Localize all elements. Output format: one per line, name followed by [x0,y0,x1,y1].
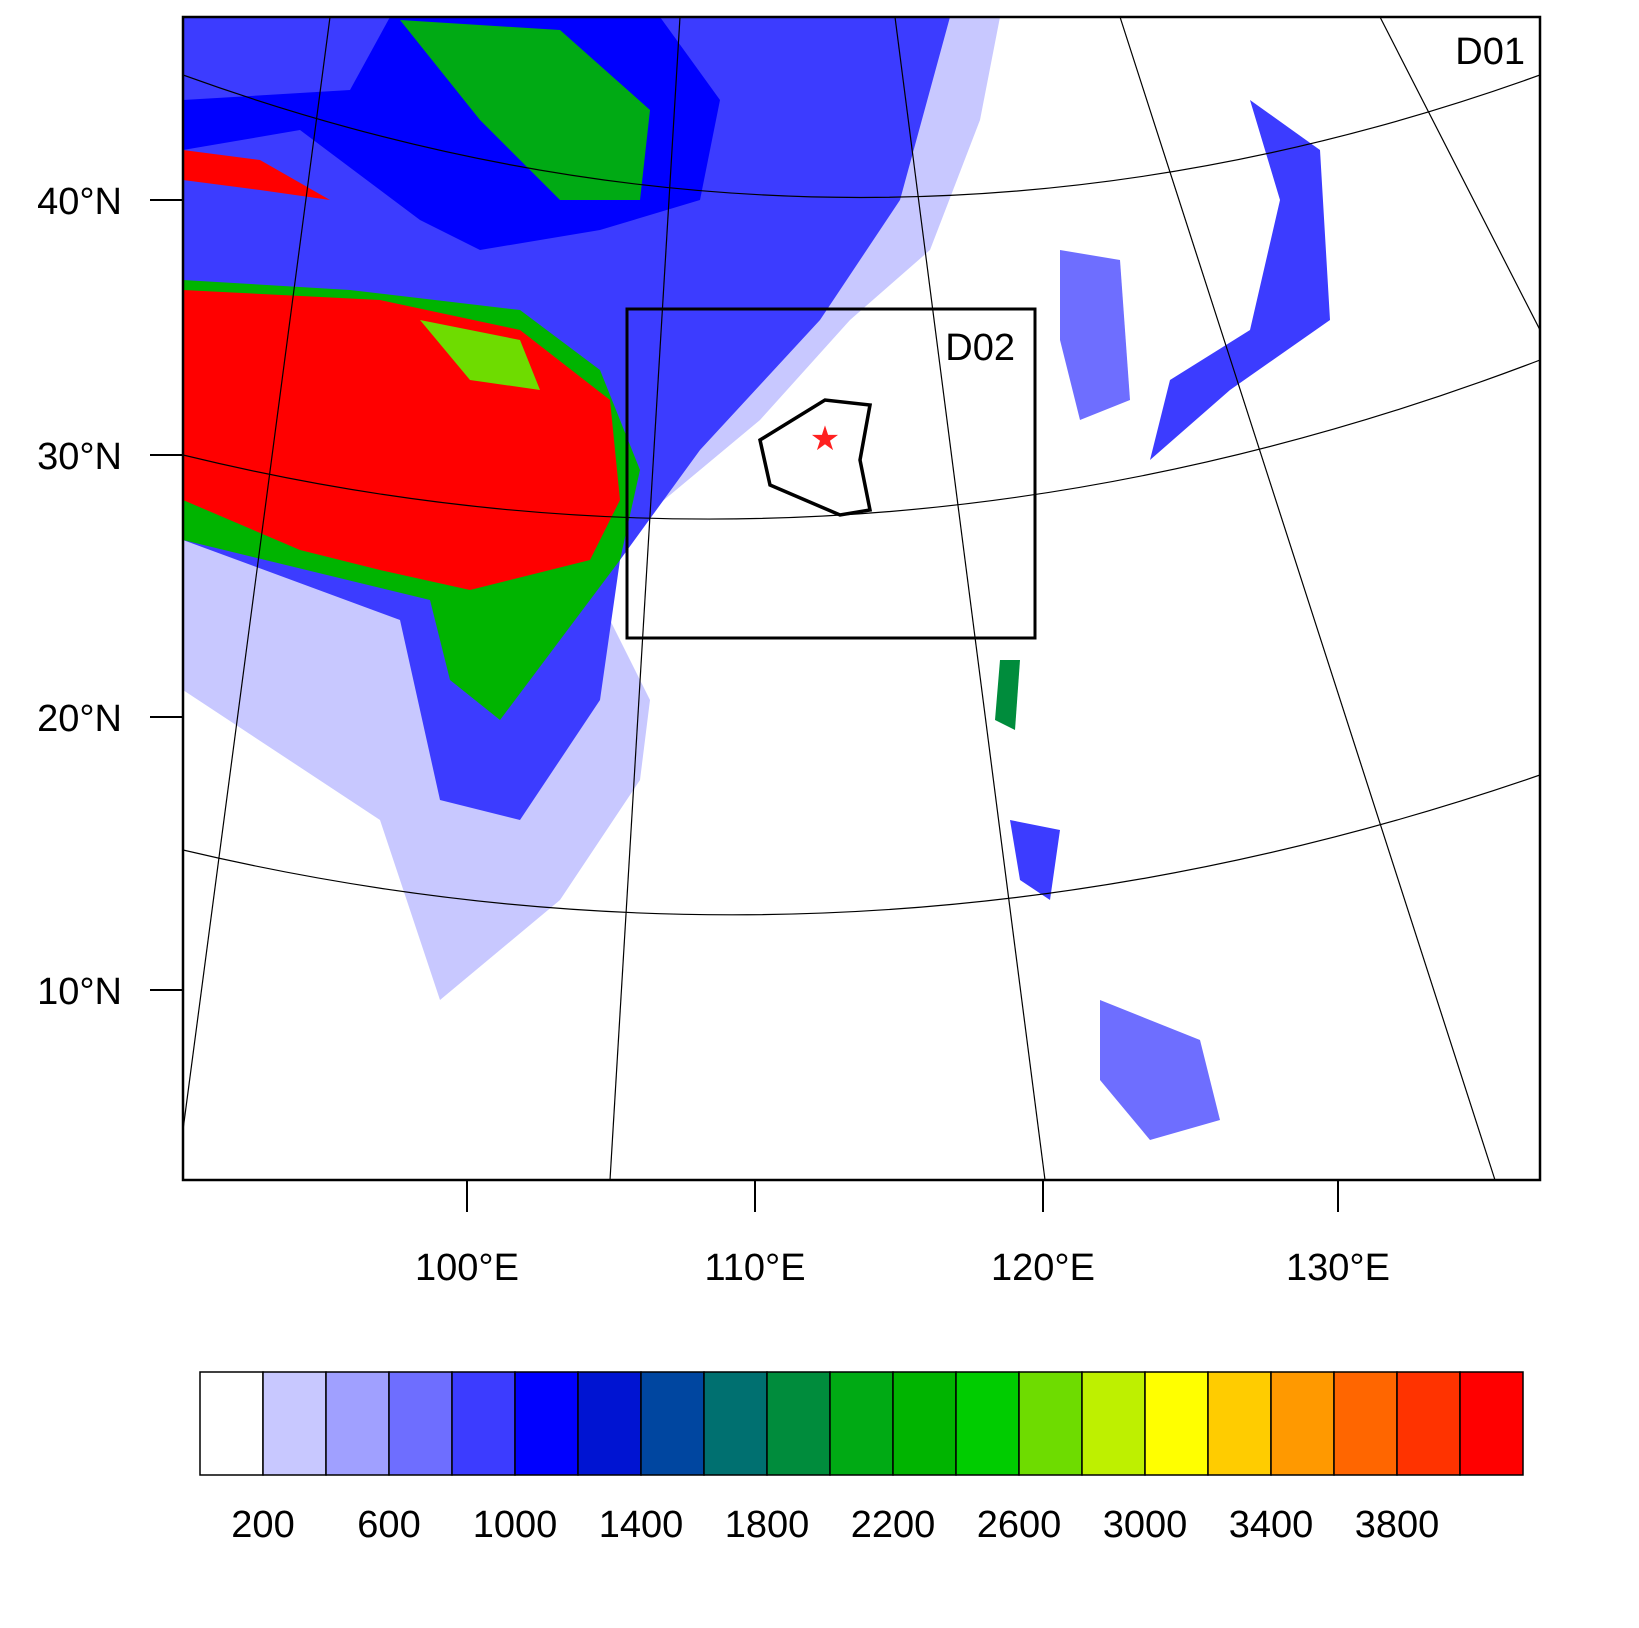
outer-domain-label: D01 [1455,31,1525,73]
site-star: ★ [810,420,840,458]
colorbar-label: 2600 [977,1504,1062,1546]
lon-label: 100°E [415,1247,519,1289]
colorbar-box [514,1371,579,1476]
inner-domain-box [625,307,1037,640]
terrain: ★ [183,17,1540,1180]
lon-label: 130°E [1286,1247,1390,1289]
colorbar-box [766,1371,831,1476]
colorbar-label: 600 [357,1504,420,1546]
colorbar-box [1144,1371,1209,1476]
inner-domain-label: D02 [945,327,1015,369]
lat-label: 40°N [37,181,122,223]
colorbar-label: 200 [231,1504,294,1546]
colorbar-box [829,1371,894,1476]
colorbar-box [892,1371,957,1476]
colorbar-label: 3400 [1229,1504,1314,1546]
colorbar-box [262,1371,327,1476]
colorbar-box [1396,1371,1461,1476]
colorbar-box [1207,1371,1272,1476]
colorbar-box [640,1371,705,1476]
graticule [183,17,1540,1180]
lon-label: 120°E [991,1247,1095,1289]
colorbar-box [325,1371,390,1476]
colorbar: 200 600 1000 1400 1800 2200 2600 3000 3400 3800 [199,1371,1524,1546]
colorbar-label: 1800 [725,1504,810,1546]
colorbar-label: 3000 [1103,1504,1188,1546]
colorbar-label: 1000 [473,1504,558,1546]
province-outline [758,398,873,517]
colorbar-box [703,1371,768,1476]
colorbar-box [388,1371,453,1476]
colorbar-label: 1400 [599,1504,684,1546]
colorbar-box [1081,1371,1146,1476]
lat-label: 10°N [37,971,122,1013]
lon-label: 110°E [704,1247,805,1289]
colorbar-label: 3800 [1355,1504,1440,1546]
axes: 40°N 30°N 20°N 10°N 100°E 110°E 120°E 130°E [37,181,1390,1289]
colorbar-box [1270,1371,1335,1476]
colorbar-box [1333,1371,1398,1476]
colorbar-box [451,1371,516,1476]
colorbar-box [955,1371,1020,1476]
map-frame [181,15,1542,1182]
colorbar-label: 2200 [851,1504,936,1546]
colorbar-box [1018,1371,1083,1476]
lat-label: 20°N [37,698,122,740]
colorbar-box [199,1371,264,1476]
colorbar-box [1459,1371,1524,1476]
colorbar-box [577,1371,642,1476]
lat-label: 30°N [37,436,122,478]
